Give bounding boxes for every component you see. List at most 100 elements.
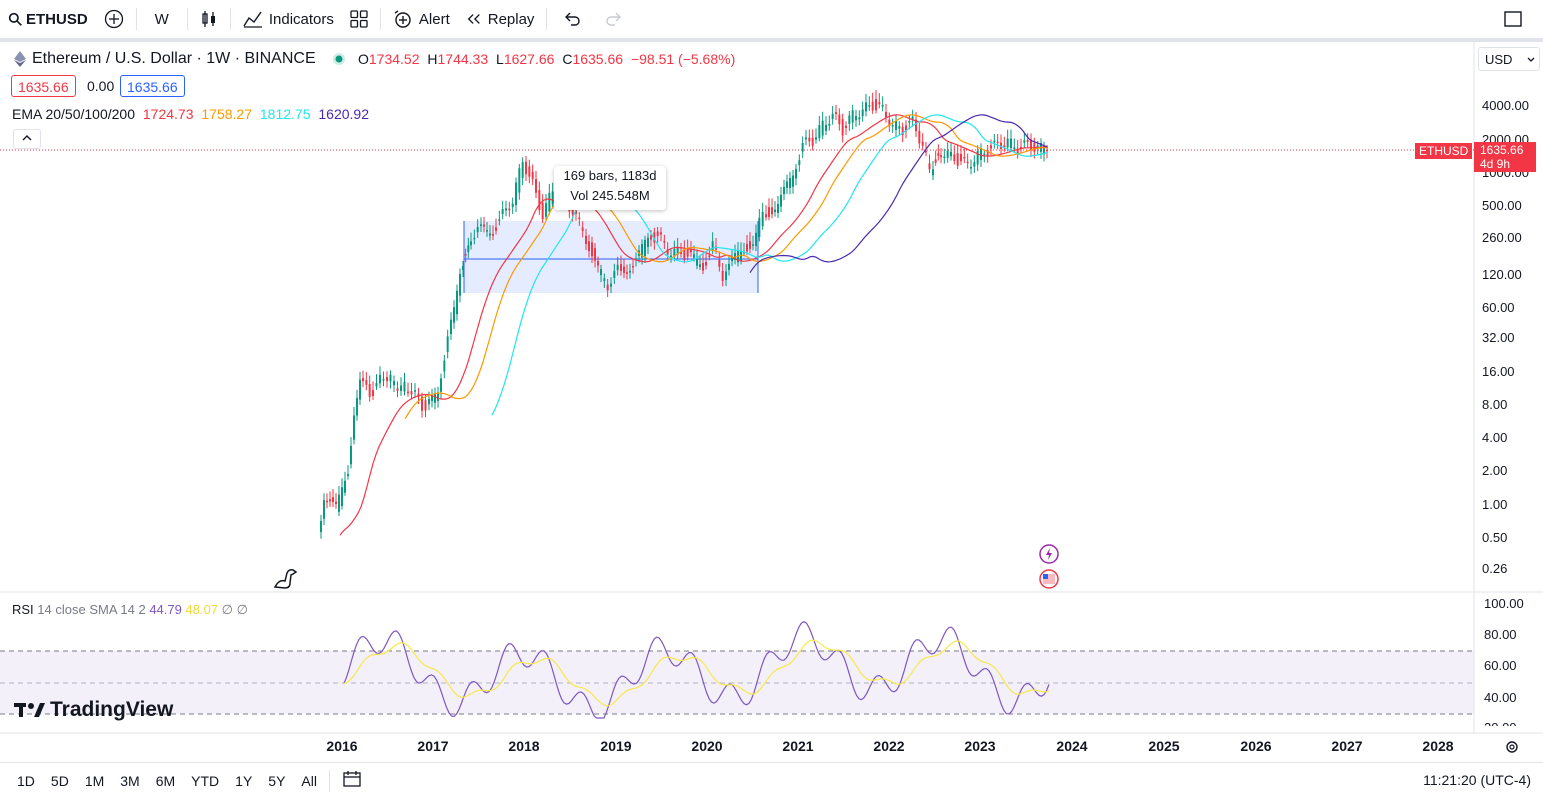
- rsi-label: RSI: [12, 602, 34, 617]
- ema20-line: [339, 114, 1049, 536]
- candle-body: [379, 374, 381, 384]
- candle-body: [456, 290, 458, 315]
- candle-body: [888, 119, 891, 126]
- candle-body: [828, 123, 831, 126]
- candle-body: [996, 141, 999, 144]
- symbol-search[interactable]: ETHUSD: [0, 0, 96, 38]
- bar-countdown: 4d 9h: [1480, 157, 1511, 171]
- last-price-tag: 1635.66 4d 9h: [1474, 142, 1536, 172]
- market-status-icon[interactable]: [332, 52, 346, 66]
- candle-body: [1000, 142, 1002, 149]
- candle-body: [591, 242, 593, 257]
- chevron-down-icon: [1527, 57, 1535, 62]
- price-axis-label: 2.00: [1482, 463, 1508, 478]
- candle-body: [594, 248, 596, 261]
- candle-body: [865, 102, 867, 112]
- candle-body: [650, 235, 652, 240]
- redo-button[interactable]: [593, 0, 635, 38]
- timeframe-button[interactable]: 6M: [155, 772, 176, 789]
- candle-body: [486, 230, 488, 232]
- candle-body: [386, 377, 388, 382]
- candle-body: [980, 148, 982, 160]
- lightning-event-icon[interactable]: [1039, 544, 1059, 564]
- collapse-legend-button[interactable]: [13, 129, 41, 149]
- rsi-value: 44.79: [149, 602, 182, 617]
- timeframe-button[interactable]: 5Y: [268, 772, 286, 789]
- price-axis-label: 16.00: [1482, 364, 1515, 379]
- indicators-button[interactable]: Indicators: [235, 0, 342, 38]
- candle-body: [492, 234, 494, 236]
- candle-body: [483, 224, 485, 227]
- candle-body: [548, 192, 551, 212]
- timeframe-button[interactable]: 5D: [50, 772, 69, 789]
- timeframe-button[interactable]: 1Y: [235, 772, 253, 789]
- candle-body: [428, 399, 430, 405]
- price-axis-label: 120.00: [1482, 267, 1522, 282]
- symbol-legend[interactable]: Ethereum / U.S. Dollar · 1W · BINANCE: [14, 50, 346, 68]
- open-label: O: [358, 51, 369, 67]
- candle-body: [1006, 138, 1009, 148]
- alert-button[interactable]: Alert: [385, 0, 458, 38]
- clock[interactable]: 11:21:20 (UTC-4): [1423, 772, 1531, 788]
- candle-body: [946, 150, 949, 158]
- candle-body: [446, 336, 449, 352]
- candle-body: [535, 179, 537, 193]
- fullscreen-button[interactable]: [1495, 0, 1531, 38]
- us-flag-event-icon[interactable]: [1039, 569, 1059, 589]
- candle-body: [711, 241, 714, 251]
- timeframe-button[interactable]: 3M: [120, 772, 140, 789]
- ema50-line: [404, 114, 1048, 420]
- settings-gear-icon[interactable]: [1504, 739, 1520, 755]
- candle-body: [1043, 145, 1045, 155]
- candle-body: [673, 248, 676, 257]
- year-label: 2022: [873, 738, 905, 754]
- rsi-legend[interactable]: RSI 14 close SMA 14 2 44.79 48.07 ∅ ∅: [12, 602, 248, 618]
- candle-body: [528, 166, 531, 177]
- timeframe-button[interactable]: 1M: [84, 772, 105, 789]
- candle-body: [498, 219, 501, 221]
- ema100-value: 1812.75: [259, 106, 311, 122]
- date-range-button[interactable]: [334, 770, 370, 791]
- timeframe-button[interactable]: 1D: [17, 772, 35, 789]
- rsi-sma-line: [343, 639, 1050, 707]
- currency-select[interactable]: USD: [1478, 47, 1540, 71]
- layouts-button[interactable]: [342, 0, 376, 38]
- high-label: H: [427, 51, 438, 67]
- indicators-label: Indicators: [268, 10, 334, 28]
- rsi-axis-label: 40.00: [1484, 690, 1517, 705]
- rsi-axis-label: 100.00: [1484, 596, 1524, 611]
- interval-button[interactable]: W: [154, 10, 169, 28]
- candle-body: [1020, 147, 1022, 149]
- candle-body: [341, 487, 343, 506]
- candle-body: [786, 181, 788, 188]
- chart-type-button[interactable]: [192, 0, 226, 38]
- price-axis-label: 0.26: [1482, 561, 1508, 576]
- ema-legend[interactable]: EMA 20/50/100/200 1724.73 1758.27 1812.7…: [12, 106, 373, 122]
- replay-button[interactable]: Replay: [458, 0, 543, 38]
- candle-body: [521, 162, 524, 179]
- timeframe-button[interactable]: All: [301, 772, 317, 789]
- tradingview-logo[interactable]: TradingView: [14, 698, 173, 722]
- ema-lines-group: [339, 114, 1049, 536]
- candle-body: [943, 156, 946, 159]
- price-axis-label: 1.00: [1482, 497, 1508, 512]
- candle-body: [620, 264, 622, 271]
- undo-button[interactable]: [551, 0, 593, 38]
- candle-body: [421, 396, 423, 411]
- candle-body: [353, 415, 355, 440]
- last-price-value: 1635.66: [1480, 143, 1524, 157]
- buy-price-button[interactable]: 1635.66: [120, 75, 185, 97]
- sell-price-button[interactable]: 1635.66: [11, 75, 76, 97]
- compare-button[interactable]: [96, 0, 132, 38]
- candle-body: [911, 116, 914, 120]
- close-label: C: [562, 51, 573, 67]
- timeframe-button[interactable]: YTD: [191, 772, 220, 789]
- candle-body: [918, 130, 921, 144]
- price-chart[interactable]: [0, 42, 1543, 734]
- candle-body: [495, 227, 497, 231]
- candle-body: [755, 232, 757, 246]
- price-axis-label: 260.00: [1482, 230, 1522, 245]
- dino-icon[interactable]: [273, 569, 298, 589]
- year-label: 2018: [508, 738, 540, 754]
- candle-body: [663, 240, 666, 243]
